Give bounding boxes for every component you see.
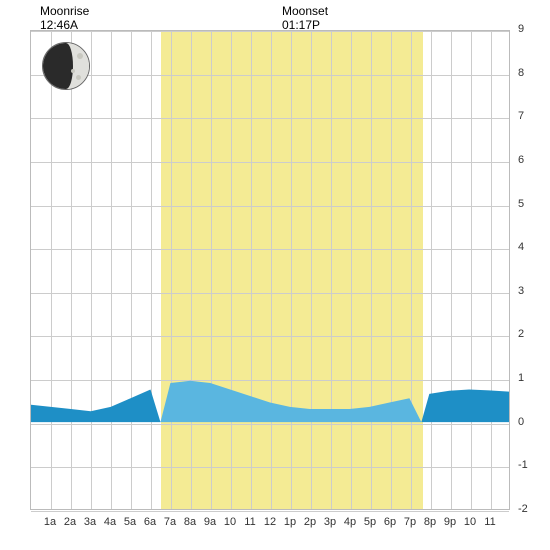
x-tick: 8p	[424, 516, 436, 528]
x-tick: 2p	[304, 516, 316, 528]
x-tick: 3a	[84, 516, 96, 528]
y-tick: 1	[518, 372, 524, 384]
y-tick: 5	[518, 198, 524, 210]
moonset-label: Moonset	[282, 4, 328, 18]
y-tick: 2	[518, 328, 524, 340]
tide-area	[31, 31, 509, 509]
y-tick: 9	[518, 23, 524, 35]
x-tick: 1a	[44, 516, 56, 528]
x-tick: 6p	[384, 516, 396, 528]
x-tick: 9p	[444, 516, 456, 528]
x-tick: 5a	[124, 516, 136, 528]
x-tick: 6a	[144, 516, 156, 528]
x-tick: 11	[484, 516, 495, 528]
y-tick: -2	[518, 503, 528, 515]
x-tick: 10	[224, 516, 236, 528]
x-tick: 10	[464, 516, 476, 528]
y-tick: 6	[518, 154, 524, 166]
y-tick: 4	[518, 241, 524, 253]
y-tick: -1	[518, 459, 528, 471]
y-tick: 8	[518, 67, 524, 79]
y-tick: 7	[518, 110, 524, 122]
y-tick: 3	[518, 285, 524, 297]
x-tick: 1p	[284, 516, 296, 528]
x-tick: 8a	[184, 516, 196, 528]
x-tick: 4a	[104, 516, 116, 528]
x-tick: 5p	[364, 516, 376, 528]
x-tick: 9a	[204, 516, 216, 528]
x-tick: 7p	[404, 516, 416, 528]
tide-chart	[30, 30, 510, 510]
x-tick: 11	[244, 516, 255, 528]
x-tick: 3p	[324, 516, 336, 528]
y-tick: 0	[518, 416, 524, 428]
x-tick: 2a	[64, 516, 76, 528]
x-tick: 4p	[344, 516, 356, 528]
moonrise-label: Moonrise	[40, 4, 89, 18]
moon-phase-icon	[42, 42, 90, 90]
x-tick: 12	[264, 516, 276, 528]
x-tick: 7a	[164, 516, 176, 528]
